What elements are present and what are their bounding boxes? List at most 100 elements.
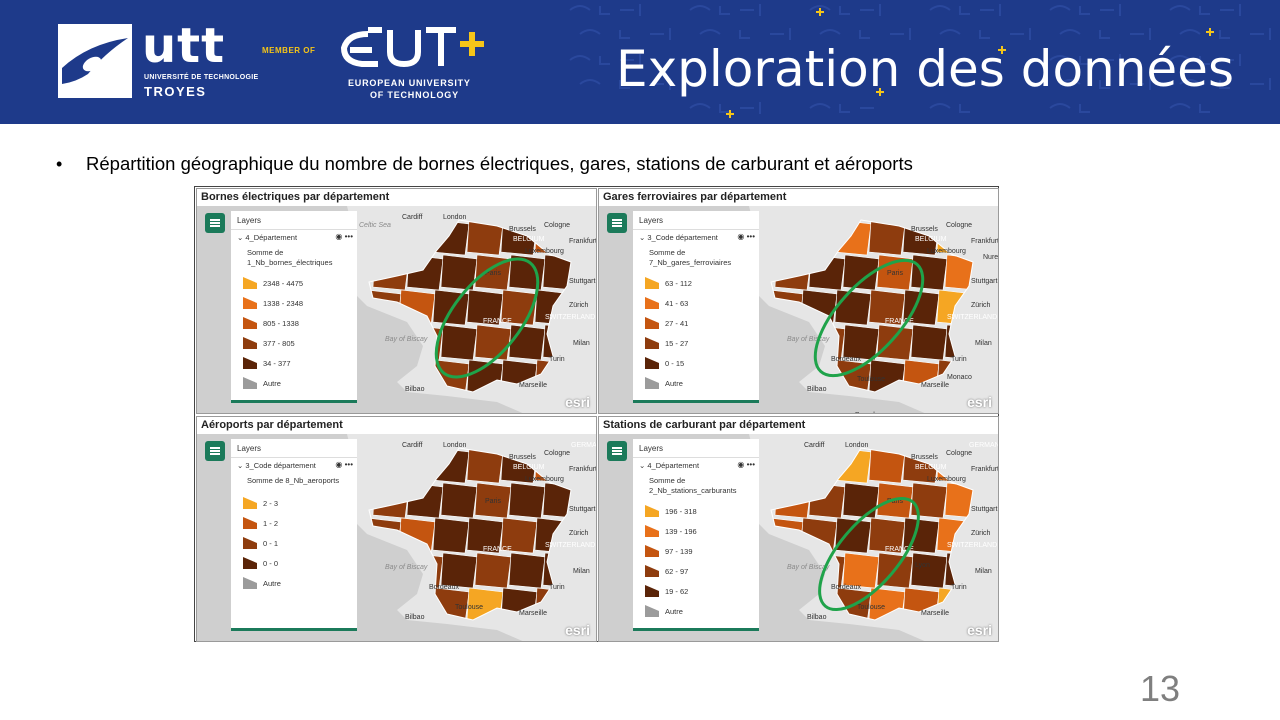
bullet-dot: • [56, 154, 63, 174]
member-of-label: MEMBER OF [262, 46, 316, 55]
map-panel-gares: Gares ferroviaires par département Brusse… [598, 188, 999, 414]
map-city-label: Cardiff [402, 442, 423, 449]
map-grid: Bornes électriques par département Cardif… [194, 186, 999, 642]
france-outline [368, 219, 572, 393]
department-shape [842, 254, 880, 291]
visibility-options-icon[interactable]: ◉ ••• [335, 460, 353, 469]
map-city-label: Bay of Biscay [787, 564, 830, 571]
legend-swatch-icon [645, 277, 659, 289]
map-city-label: Marseille [921, 610, 949, 617]
legend-swatch-icon [645, 605, 659, 617]
france-outline [770, 447, 974, 621]
utt-wordmark: utt [142, 18, 226, 74]
legend-swatch-icon [243, 317, 257, 329]
legend-swatch-icon [645, 545, 659, 557]
map-city-label: London [443, 214, 466, 221]
layers-menu-button[interactable] [205, 213, 225, 233]
department-shape [474, 552, 512, 589]
layers-menu-button[interactable] [607, 441, 627, 461]
hamburger-icon [612, 222, 622, 224]
legend-item-label: 805 - 1338 [263, 319, 299, 328]
legend-item-label: 1 - 2 [263, 519, 279, 528]
legend-swatch-icon [645, 357, 659, 369]
eut-subtitle-1: EUROPEAN UNIVERSITY [348, 78, 471, 88]
legend-header: Layers [237, 216, 262, 225]
map-city-label: Paris [485, 270, 501, 277]
map-city-label: Cologne [544, 222, 570, 229]
legend-swatch-icon [243, 297, 257, 309]
map-city-label: Marseille [519, 382, 547, 389]
map-city-label: Celtic Sea [359, 222, 391, 229]
map-city-label: Bay of Biscay [385, 564, 428, 571]
map-city-label: FRANCE [885, 318, 914, 325]
department-shape [474, 482, 512, 519]
legend-field-name: Somme de 7_Nb_gares_ferroviaires [649, 248, 732, 267]
department-shape [834, 517, 872, 554]
map-city-label: Luxembourg [927, 248, 966, 255]
legend-item-label: 27 - 41 [665, 319, 689, 328]
map-city-label: SWITZERLAND [545, 542, 595, 549]
map-city-label: Milan [573, 340, 590, 347]
slide-title: Exploration des données [616, 40, 1234, 98]
layers-menu-button[interactable] [205, 441, 225, 461]
legend-swatch-icon [645, 585, 659, 597]
department-shape [508, 254, 546, 291]
visibility-options-icon[interactable]: ◉ ••• [737, 232, 755, 241]
legend-divider [231, 457, 357, 458]
map-panel-stations: Stations de carburant par département Car… [598, 416, 999, 642]
map-city-label: Turin [549, 356, 565, 363]
map-city-label: FRANCE [483, 546, 512, 553]
legend-swatch-icon [243, 277, 257, 289]
hamburger-icon [210, 453, 220, 455]
panel-title: Bornes électriques par département [197, 189, 596, 206]
esri-logo: esri [967, 394, 992, 410]
department-shape [842, 324, 880, 361]
map-city-label: Cologne [946, 222, 972, 229]
legend-swatch-icon [645, 317, 659, 329]
visibility-options-icon[interactable]: ◉ ••• [335, 232, 353, 241]
legend-layer-name[interactable]: ⌄ 3_Code département [639, 233, 718, 242]
legend-panel: Layers ⌄ 3_Code département ◉ ••• Somme de … [231, 439, 357, 631]
map-city-label: Bilbao [405, 614, 425, 621]
map-city-label: Brussels [911, 226, 938, 233]
legend-item-label: 34 - 377 [263, 359, 291, 368]
map-city-label: Brussels [509, 454, 536, 461]
map-city-label: Frankfurt am Main [971, 466, 999, 473]
map-city-label: GERMA [571, 442, 597, 449]
visibility-options-icon[interactable]: ◉ ••• [737, 460, 755, 469]
legend-layer-name[interactable]: ⌄ 4_Département [237, 233, 298, 242]
department-shape [876, 324, 914, 361]
legend-layer-name[interactable]: ⌄ 4_Département [639, 461, 700, 470]
map-city-label: Paris [485, 498, 501, 505]
legend-panel: Layers ⌄ 4_Département ◉ ••• Somme de 2_Nb_… [633, 439, 759, 631]
eut-subtitle-2: OF TECHNOLOGY [370, 90, 459, 100]
utt-subtitle: UNIVERSITÉ DE TECHNOLOGIE [144, 74, 259, 81]
eut-pattern-background [569, 4, 1271, 118]
layers-menu-button[interactable] [607, 213, 627, 233]
legend-swatch-icon [645, 505, 659, 517]
map-city-label: BELGIUM [915, 236, 947, 243]
legend-swatch-icon [243, 517, 257, 529]
map-city-label: Marseille [519, 610, 547, 617]
legend-layer-name[interactable]: ⌄ 3_Code département [237, 461, 316, 470]
legend-item-label: 63 - 112 [665, 279, 692, 288]
legend-swatch-icon [243, 377, 257, 389]
department-shape [910, 254, 948, 291]
header-banner: utt UNIVERSITÉ DE TECHNOLOGIE TROYES MEM… [0, 0, 1280, 124]
map-city-label: Bay of Biscay [385, 336, 428, 343]
map-city-label: Barcelona [855, 412, 887, 414]
hamburger-icon [612, 219, 622, 221]
map-city-label: FRANCE [885, 546, 914, 553]
department-shape [842, 482, 880, 519]
map-city-label: SWITZERLAND [947, 314, 997, 321]
map-city-label: Bilbao [405, 386, 425, 393]
map-city-label: SWITZERLAND [545, 314, 595, 321]
legend-divider [231, 229, 357, 230]
legend-item-label: Autre [665, 607, 683, 616]
legend-header: Layers [639, 216, 664, 225]
department-shape [910, 552, 948, 589]
france-outline [368, 447, 572, 621]
map-city-label: BELGIUM [513, 464, 545, 471]
hamburger-icon [612, 225, 622, 227]
map-city-label: Paris [887, 498, 903, 505]
